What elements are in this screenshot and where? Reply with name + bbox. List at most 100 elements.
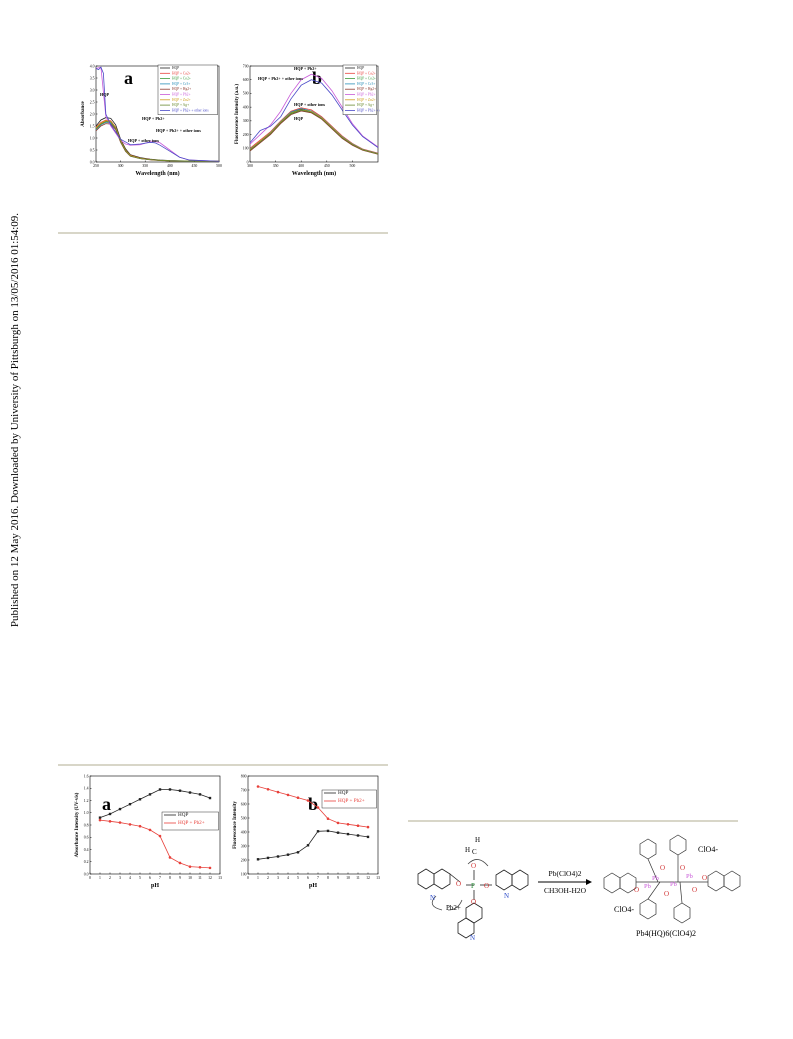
y-tick-label: 0.8 [84,823,89,827]
series-line-4 [249,110,379,155]
legend-box [321,789,377,809]
series-line-5 [249,73,379,148]
data-point [128,823,132,826]
data-point [118,821,122,824]
perchlorate-top: ClO4- [698,845,718,854]
data-point [188,791,192,794]
data-point [128,802,132,806]
data-point [108,820,112,823]
y-tick-label: 100 [243,147,249,151]
y-tick-label: 2.0 [90,112,95,116]
series-line-7 [95,121,220,162]
data-point [286,793,290,797]
x-tick-label: 450 [192,164,198,168]
data-point [366,835,370,839]
figure-2a-ph-absorbance-chart: 0 1 2 3 4 5 6 7 8 9 10 11 12 130.00.20.40.60.81.01.21… [75,774,222,889]
data-point [336,831,340,834]
data-point [276,855,280,858]
reagent-label: Pb(ClO4)2 [549,869,582,878]
legend-entry: HQP + Pb2+ [357,93,376,97]
x-tick-label: 9 [337,876,339,880]
legend-entry: HQP + Pb2+ [178,820,205,826]
download-notice-text: Published on 12 May 2016. Downloaded by … [9,212,21,628]
x-tick-label: 450 [324,164,330,168]
data-point [178,789,182,792]
data-point [276,790,280,794]
y-tick-label: 300 [241,844,247,848]
x-tick-label: 11 [198,876,202,880]
panel-label: a [102,794,111,814]
data-point [198,793,202,796]
data-point [168,856,172,859]
y-tick-label: 100 [241,872,247,876]
x-tick-label: 13 [218,876,222,880]
x-tick-label: 0 [247,876,249,880]
figure-1b-fluorescence-chart: 300 350 400 450 500 0 100 200 300 400 500 600 700 Wav… [235,64,380,177]
data-point [148,828,152,832]
product-lead-atoms: Pb Pb Pb Pb [644,873,693,890]
data-point [296,851,300,854]
c-label: C [472,848,477,856]
x-tick-label: 6 [307,876,309,880]
plot-frame [247,775,379,875]
legend-entry: HQP + Hg2+ [357,87,376,91]
h-label-2: H [475,836,480,844]
data-point [256,785,260,788]
svg-text:P: P [471,882,475,890]
data-point [316,806,320,809]
x-tick-label: 1 [257,876,259,880]
legend-entry: HQP [357,66,364,70]
legend-entry: HQP [178,812,188,818]
y-tick-label: 1.2 [84,799,89,803]
chart-annotation: HQP + other ions [294,102,325,107]
data-point [366,825,370,829]
y-tick-label: 0.5 [90,148,95,152]
chart-annotation: HQP [294,116,304,121]
section-rule-2 [58,764,388,766]
y-tick-label: 200 [241,858,247,862]
x-tick-label: 4 [129,876,131,880]
figure-2b-ph-fluorescence-chart: 0 1 2 3 4 5 6 7 8 9 10 11 12 131002003004005006007008… [233,774,380,889]
data-point [188,865,192,868]
x-tick-label: 250 [93,164,99,168]
data-point [98,816,102,819]
y-tick-label: 700 [241,788,247,792]
h-label-1: H [465,846,470,854]
data-point [148,793,152,796]
x-tick-label: 500 [350,164,356,168]
y-tick-label: 400 [243,105,249,109]
x-tick-label: 1 [99,876,101,880]
y-tick-label: 0.0 [90,160,95,164]
lead-ion-label: Pb2+ [446,904,461,912]
chart-annotation: HQP [100,92,110,97]
x-tick-label: 10 [346,876,350,880]
data-point [208,866,212,870]
x-tick-label: 2 [109,876,111,880]
legend-entry: HQP + Ag+ [357,103,374,107]
chart-annotation: HQP + Pb2+ + other ions [156,128,201,133]
hqp-atoms: O P O O O N N N H H C Pb2+ [430,836,509,940]
y-tick-label: 1.0 [90,136,95,140]
data-point [286,853,290,856]
y-tick-label: 500 [241,816,247,820]
data-point [256,858,260,861]
legend-entry: HQP + Ca2+ [357,71,376,75]
x-axis-label: Wavelength (nm) [135,170,179,177]
data-point [178,861,182,865]
x-tick-label: 400 [298,164,304,168]
legend-entry: HQP + Hg2+ [172,87,191,91]
chart-annotation: HQP + other ions [128,138,159,143]
panel-label: b [312,68,322,88]
data-point [336,821,340,825]
data-point [118,807,122,811]
data-point [158,834,162,838]
chart-annotation: HQP + Pb2+ [142,116,165,121]
svg-text:O: O [484,882,489,890]
legend-entry: HQP + Pb2+ + other ions [172,108,209,112]
svg-text:O: O [702,874,707,882]
x-tick-label: 350 [142,164,148,168]
legend-entry: HQP [338,790,348,796]
y-tick-label: 3.5 [90,76,95,80]
legend-entry: HQP + Pb2+ [172,93,191,97]
product-cluster [603,834,741,924]
